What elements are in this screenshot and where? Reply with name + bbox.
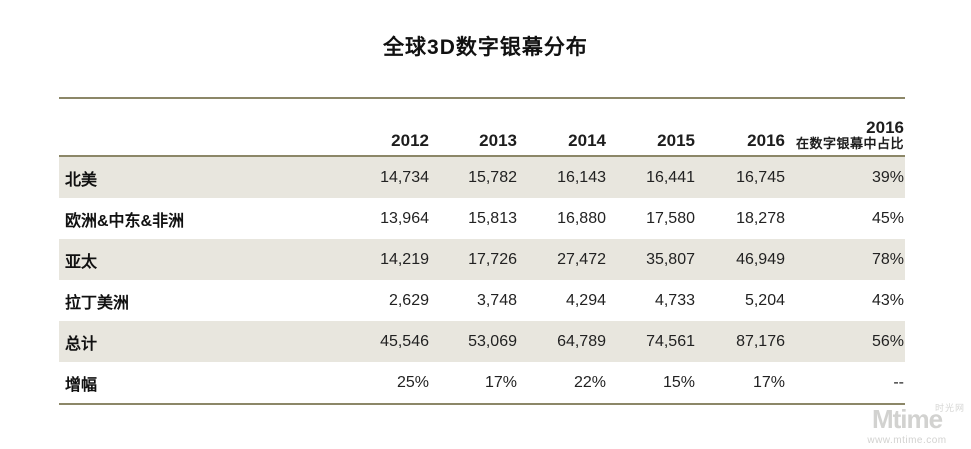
table-row-latin-america: 拉丁美洲 2,629 3,748 4,294 4,733 5,204 43% bbox=[59, 280, 905, 321]
data-cell: 43% bbox=[871, 291, 904, 309]
data-cell: 15% bbox=[662, 373, 695, 391]
data-cell: 17,726 bbox=[468, 250, 517, 268]
data-cell: 14,734 bbox=[380, 168, 429, 186]
data-cell: 14,219 bbox=[380, 250, 429, 268]
table-row-emea: 欧洲&中东&非洲 13,964 15,813 16,880 17,580 18,… bbox=[59, 198, 905, 239]
data-cell: 27,472 bbox=[557, 250, 606, 268]
row-label: 亚太 bbox=[65, 253, 98, 271]
header-empty-cell bbox=[59, 98, 330, 157]
header-year-2013: 2013 bbox=[430, 98, 518, 157]
header-year-2016: 2016 bbox=[696, 98, 786, 157]
mtime-watermark: Mtime 时光网 www.mtime.com bbox=[847, 403, 967, 446]
data-cell: 45% bbox=[871, 209, 904, 227]
screen-distribution-table: 2012 2013 2014 2015 2016 2016 在数字银幕中占比 北… bbox=[59, 97, 905, 405]
data-cell: 35,807 bbox=[646, 250, 695, 268]
data-cell: 25% bbox=[396, 373, 429, 391]
data-cell: 45,546 bbox=[380, 332, 429, 350]
table-row-asia-pacific: 亚太 14,219 17,726 27,472 35,807 46,949 78… bbox=[59, 239, 905, 280]
data-cell: 56% bbox=[871, 332, 904, 350]
data-cell: 53,069 bbox=[468, 332, 517, 350]
data-cell: 16,745 bbox=[736, 168, 785, 186]
data-cell: 17% bbox=[484, 373, 517, 391]
data-cell: 2,629 bbox=[388, 291, 429, 309]
table-row-north-america: 北美 14,734 15,782 16,143 16,441 16,745 39… bbox=[59, 156, 905, 198]
data-cell: 74,561 bbox=[646, 332, 695, 350]
mtime-badge: 时光网 bbox=[934, 403, 965, 413]
header-year-2012: 2012 bbox=[330, 98, 430, 157]
row-label: 总计 bbox=[65, 335, 98, 353]
row-label: 北美 bbox=[65, 171, 98, 189]
mtime-logo: Mtime bbox=[871, 404, 943, 434]
table-container: 2012 2013 2014 2015 2016 2016 在数字银幕中占比 北… bbox=[59, 97, 905, 405]
data-cell: 78% bbox=[871, 250, 904, 268]
header-share-year: 2016 bbox=[866, 117, 904, 137]
header-year-2014: 2014 bbox=[518, 98, 607, 157]
data-cell: 4,294 bbox=[565, 291, 606, 309]
header-row: 2012 2013 2014 2015 2016 2016 在数字银幕中占比 bbox=[59, 98, 905, 157]
data-cell: 3,748 bbox=[476, 291, 517, 309]
row-label: 欧洲&中东&非洲 bbox=[65, 212, 185, 230]
data-cell: 17,580 bbox=[646, 209, 695, 227]
data-cell: 5,204 bbox=[744, 291, 785, 309]
data-cell: 16,880 bbox=[557, 209, 606, 227]
data-cell: 22% bbox=[573, 373, 606, 391]
page-title: 全球3D数字银幕分布 bbox=[383, 36, 588, 59]
table-row-growth: 增幅 25% 17% 22% 15% 17% -- bbox=[59, 362, 905, 404]
header-share-label: 在数字银幕中占比 bbox=[795, 136, 904, 152]
data-cell: 4,733 bbox=[654, 291, 695, 309]
data-cell: 13,964 bbox=[380, 209, 429, 227]
data-cell: 87,176 bbox=[736, 332, 785, 350]
data-cell: 64,789 bbox=[557, 332, 606, 350]
data-cell: 15,813 bbox=[468, 209, 517, 227]
data-cell: 39% bbox=[871, 168, 904, 186]
data-cell: 16,441 bbox=[646, 168, 695, 186]
data-cell: -- bbox=[893, 373, 904, 391]
table-row-total: 总计 45,546 53,069 64,789 74,561 87,176 56… bbox=[59, 321, 905, 362]
watermark-url: www.mtime.com bbox=[867, 435, 947, 446]
data-cell: 18,278 bbox=[736, 209, 785, 227]
data-cell: 46,949 bbox=[736, 250, 785, 268]
header-year-2015: 2015 bbox=[607, 98, 696, 157]
data-cell: 15,782 bbox=[468, 168, 517, 186]
data-cell: 16,143 bbox=[557, 168, 606, 186]
data-cell: 17% bbox=[752, 373, 785, 391]
header-share-column: 2016 在数字银幕中占比 bbox=[786, 98, 905, 157]
row-label: 拉丁美洲 bbox=[65, 294, 130, 312]
row-label: 增幅 bbox=[65, 376, 98, 394]
